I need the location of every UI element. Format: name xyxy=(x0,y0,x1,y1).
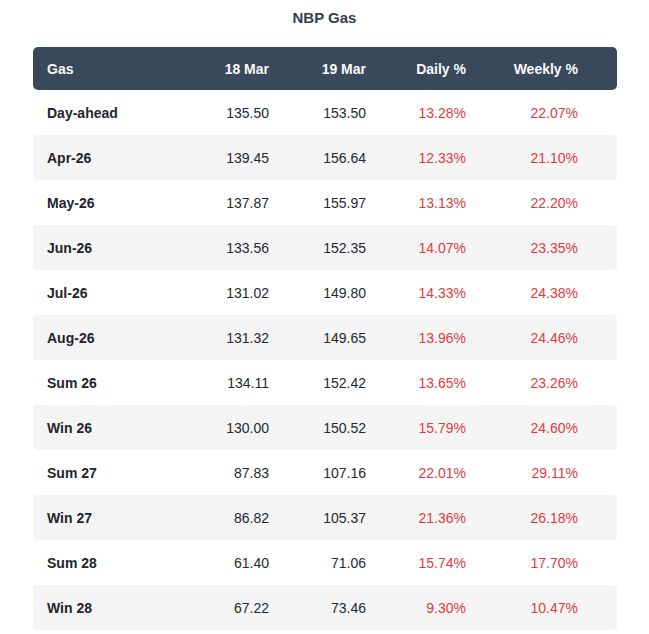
daily-change: 12.33% xyxy=(366,135,466,180)
weekly-change: 24.60% xyxy=(466,405,617,450)
daily-change: 14.33% xyxy=(366,270,466,315)
daily-change: 21.36% xyxy=(366,495,466,540)
weekly-change: 22.07% xyxy=(466,90,617,135)
table-row: Day-ahead 135.50 153.50 13.28% 22.07% xyxy=(33,90,617,135)
header-row: Gas 18 Mar 19 Mar Daily % Weekly % xyxy=(33,47,617,90)
daily-change: 13.28% xyxy=(366,90,466,135)
weekly-change: 26.18% xyxy=(466,495,617,540)
price-18mar: 86.82 xyxy=(173,495,269,540)
table-row: Win 26 130.00 150.52 15.79% 24.60% xyxy=(33,405,617,450)
price-19mar: 105.37 xyxy=(269,495,366,540)
price-19mar: 150.52 xyxy=(269,405,366,450)
price-18mar: 133.56 xyxy=(173,225,269,270)
price-19mar: 156.64 xyxy=(269,135,366,180)
row-label: Win 28 xyxy=(33,585,173,630)
price-18mar: 87.83 xyxy=(173,450,269,495)
weekly-change: 10.47% xyxy=(466,585,617,630)
weekly-change: 23.26% xyxy=(466,360,617,405)
daily-change: 15.74% xyxy=(366,540,466,585)
price-19mar: 153.50 xyxy=(269,90,366,135)
price-18mar: 134.11 xyxy=(173,360,269,405)
daily-change: 13.65% xyxy=(366,360,466,405)
price-18mar: 139.45 xyxy=(173,135,269,180)
table-row: Sum 27 87.83 107.16 22.01% 29.11% xyxy=(33,450,617,495)
price-19mar: 71.06 xyxy=(269,540,366,585)
row-label: Jul-26 xyxy=(33,270,173,315)
header-cell-18mar: 18 Mar xyxy=(173,47,269,90)
price-18mar: 131.02 xyxy=(173,270,269,315)
row-label: May-26 xyxy=(33,180,173,225)
price-18mar: 61.40 xyxy=(173,540,269,585)
weekly-change: 22.20% xyxy=(466,180,617,225)
row-label: Sum 26 xyxy=(33,360,173,405)
price-18mar: 137.87 xyxy=(173,180,269,225)
weekly-change: 23.35% xyxy=(466,225,617,270)
daily-change: 13.13% xyxy=(366,180,466,225)
daily-change: 22.01% xyxy=(366,450,466,495)
header-cell-gas: Gas xyxy=(33,47,173,90)
daily-change: 13.96% xyxy=(366,315,466,360)
table-row: Jun-26 133.56 152.35 14.07% 23.35% xyxy=(33,225,617,270)
table-row: Apr-26 139.45 156.64 12.33% 21.10% xyxy=(33,135,617,180)
table-row: Aug-26 131.32 149.65 13.96% 24.46% xyxy=(33,315,617,360)
header-cell-weekly: Weekly % xyxy=(466,47,617,90)
row-label: Sum 28 xyxy=(33,540,173,585)
daily-change: 9.30% xyxy=(366,585,466,630)
daily-change: 14.07% xyxy=(366,225,466,270)
table-row: Sum 26 134.11 152.42 13.65% 23.26% xyxy=(33,360,617,405)
price-19mar: 73.46 xyxy=(269,585,366,630)
price-18mar: 131.32 xyxy=(173,315,269,360)
daily-change: 15.79% xyxy=(366,405,466,450)
row-label: Day-ahead xyxy=(33,90,173,135)
weekly-change: 17.70% xyxy=(466,540,617,585)
price-19mar: 149.80 xyxy=(269,270,366,315)
price-19mar: 155.97 xyxy=(269,180,366,225)
weekly-change: 29.11% xyxy=(466,450,617,495)
table-row: Jul-26 131.02 149.80 14.33% 24.38% xyxy=(33,270,617,315)
nbp-gas-table: Gas 18 Mar 19 Mar Daily % Weekly % Day-a… xyxy=(33,47,617,630)
table-row: Sum 28 61.40 71.06 15.74% 17.70% xyxy=(33,540,617,585)
row-label: Win 26 xyxy=(33,405,173,450)
weekly-change: 24.38% xyxy=(466,270,617,315)
header-cell-19mar: 19 Mar xyxy=(269,47,366,90)
price-18mar: 67.22 xyxy=(173,585,269,630)
price-19mar: 107.16 xyxy=(269,450,366,495)
table-row: Win 27 86.82 105.37 21.36% 26.18% xyxy=(33,495,617,540)
weekly-change: 21.10% xyxy=(466,135,617,180)
table-row: Win 28 67.22 73.46 9.30% 10.47% xyxy=(33,585,617,630)
weekly-change: 24.46% xyxy=(466,315,617,360)
row-label: Aug-26 xyxy=(33,315,173,360)
price-18mar: 130.00 xyxy=(173,405,269,450)
price-19mar: 149.65 xyxy=(269,315,366,360)
price-19mar: 152.35 xyxy=(269,225,366,270)
price-19mar: 152.42 xyxy=(269,360,366,405)
page-title: NBP Gas xyxy=(0,9,649,27)
table-row: May-26 137.87 155.97 13.13% 22.20% xyxy=(33,180,617,225)
row-label: Jun-26 xyxy=(33,225,173,270)
row-label: Win 27 xyxy=(33,495,173,540)
row-label: Sum 27 xyxy=(33,450,173,495)
price-18mar: 135.50 xyxy=(173,90,269,135)
header-cell-daily: Daily % xyxy=(366,47,466,90)
row-label: Apr-26 xyxy=(33,135,173,180)
